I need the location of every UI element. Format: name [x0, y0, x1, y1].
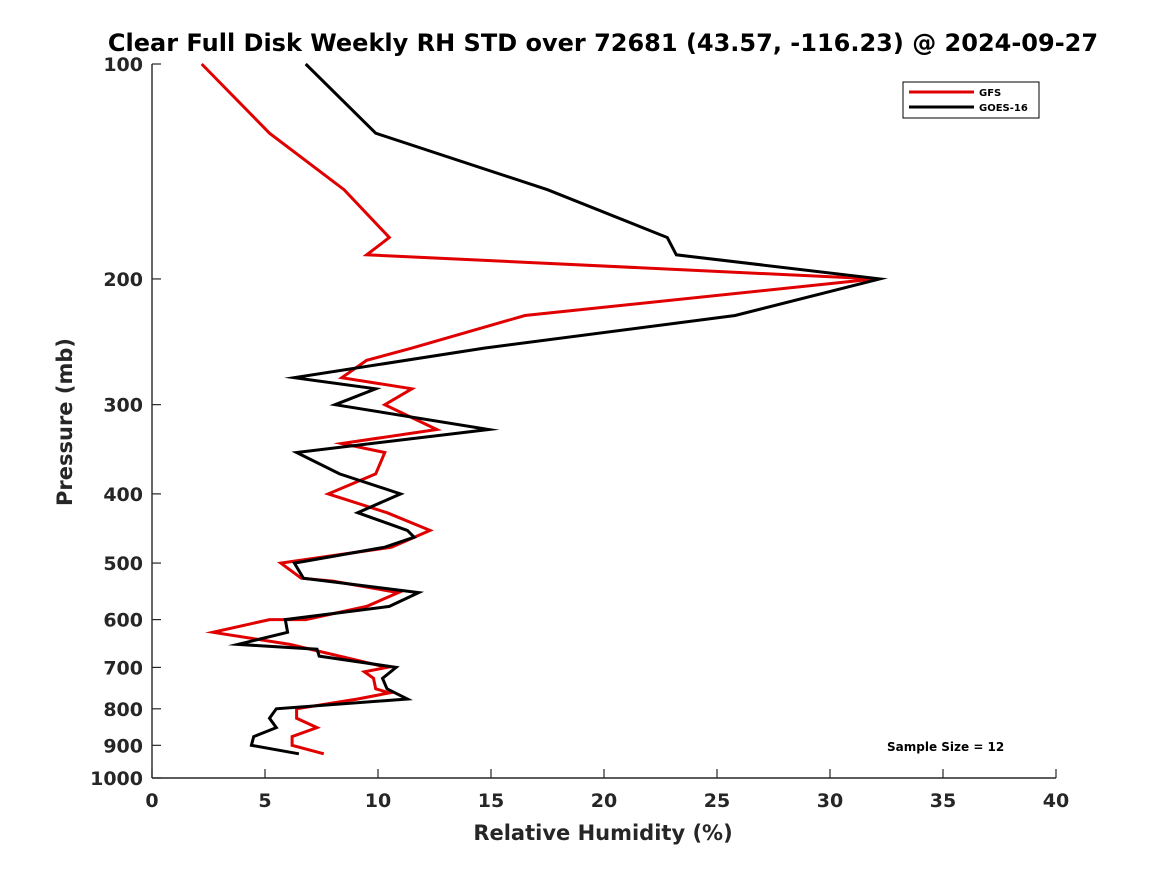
x-tick-label: 40 [1043, 790, 1069, 812]
y-tick-label: 200 [103, 269, 143, 291]
legend-label-goes16: GOES-16 [979, 103, 1028, 114]
x-tick-label: 15 [478, 790, 504, 812]
y-tick-label: 300 [103, 395, 143, 417]
series-line-goes16 [227, 62, 888, 756]
y-tick-label: 700 [103, 657, 143, 679]
legend-label-gfs: GFS [979, 88, 1001, 99]
y-tick-label: 600 [103, 610, 143, 632]
y-ticks: 100 200 300 400 500 600 700 800 900 1000 [90, 54, 161, 790]
x-tick-label: 0 [145, 790, 158, 812]
x-tick-label: 30 [817, 790, 843, 812]
y-tick-label: 1000 [90, 768, 143, 790]
x-axis-label: Relative Humidity (%) [473, 821, 732, 845]
x-tick-label: 20 [591, 790, 617, 812]
chart-title: Clear Full Disk Weekly RH STD over 72681… [108, 29, 1098, 57]
x-tick-label: 10 [365, 790, 391, 812]
x-tick-label: 35 [930, 790, 956, 812]
series-line-gfs [200, 62, 876, 756]
axes [151, 64, 1056, 779]
series-group [200, 62, 888, 756]
y-tick-label: 100 [103, 54, 143, 76]
y-tick-label: 500 [103, 553, 143, 575]
y-tick-label: 400 [103, 484, 143, 506]
y-tick-label: 900 [103, 735, 143, 757]
x-tick-label: 25 [704, 790, 730, 812]
legend: GFS GOES-16 [902, 81, 1040, 119]
x-tick-label: 5 [258, 790, 271, 812]
y-axis-label: Pressure (mb) [53, 338, 77, 506]
x-ticks: 0 5 10 15 20 25 30 35 40 [145, 769, 1069, 812]
legend-box [902, 81, 1040, 119]
y-tick-label: 800 [103, 699, 143, 721]
sample-size-annotation: Sample Size = 12 [887, 740, 1004, 754]
